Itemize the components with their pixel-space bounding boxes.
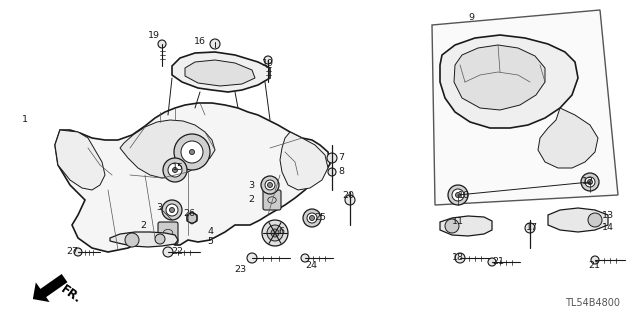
Text: 19: 19 [148,32,160,41]
Text: 3: 3 [248,181,254,189]
Circle shape [303,209,321,227]
Polygon shape [55,130,105,190]
Circle shape [170,207,175,212]
Circle shape [163,158,187,182]
Polygon shape [120,120,215,178]
Circle shape [445,219,459,233]
Circle shape [155,234,165,244]
Circle shape [166,204,178,216]
Text: 19: 19 [262,60,274,69]
Text: 12: 12 [582,177,594,187]
Circle shape [327,153,337,163]
Text: TL54B4800: TL54B4800 [565,298,620,308]
Circle shape [162,200,182,220]
Circle shape [261,176,279,194]
Text: 16: 16 [194,38,206,47]
Text: 14: 14 [602,224,614,233]
Circle shape [168,163,182,177]
Polygon shape [548,208,608,232]
Circle shape [301,254,309,262]
Circle shape [310,216,314,220]
Circle shape [588,180,593,184]
Circle shape [448,185,468,205]
Text: 2: 2 [140,220,146,229]
Polygon shape [172,52,270,92]
Circle shape [488,258,496,266]
Circle shape [591,256,599,264]
Circle shape [264,56,272,64]
Circle shape [267,225,283,241]
Text: 17: 17 [526,224,538,233]
Text: 23: 23 [234,265,246,275]
Text: 1: 1 [22,115,28,124]
Text: 8: 8 [338,167,344,176]
Text: 18: 18 [452,254,464,263]
Text: 3: 3 [156,204,162,212]
Text: 21: 21 [588,261,600,270]
FancyBboxPatch shape [263,190,281,210]
Circle shape [581,173,599,191]
Text: 2: 2 [248,196,254,204]
Polygon shape [440,216,492,236]
Polygon shape [440,35,578,128]
Circle shape [163,247,173,257]
Text: 26: 26 [183,209,195,218]
Circle shape [125,233,139,247]
Circle shape [585,177,595,187]
Text: 5: 5 [207,238,213,247]
Polygon shape [110,232,178,247]
Circle shape [262,220,288,246]
Circle shape [268,182,273,188]
Polygon shape [280,132,328,190]
Polygon shape [55,103,330,252]
Circle shape [173,167,177,173]
Circle shape [265,180,275,190]
Polygon shape [454,45,545,110]
Circle shape [158,40,166,48]
Circle shape [187,213,197,223]
Circle shape [525,223,535,233]
Circle shape [189,150,195,154]
Text: 6: 6 [278,226,284,235]
Polygon shape [185,60,255,86]
Text: 11: 11 [452,218,464,226]
Circle shape [345,195,355,205]
Polygon shape [33,274,67,302]
Text: FR.: FR. [58,282,83,306]
Text: 10: 10 [458,191,470,201]
Circle shape [456,192,461,197]
Circle shape [247,253,257,263]
Circle shape [328,168,336,176]
Polygon shape [432,10,618,205]
Circle shape [588,213,602,227]
Circle shape [455,253,465,263]
Circle shape [181,141,203,163]
Circle shape [174,134,210,170]
Text: 13: 13 [602,211,614,219]
FancyBboxPatch shape [158,222,178,244]
Polygon shape [538,108,598,168]
Circle shape [210,39,220,49]
Text: 9: 9 [468,13,474,23]
Text: 4: 4 [207,227,213,236]
Text: 21: 21 [492,257,504,266]
Circle shape [307,213,317,223]
Text: 22: 22 [171,248,183,256]
Text: 27: 27 [66,248,78,256]
Text: 20: 20 [342,190,354,199]
Circle shape [74,248,82,256]
Circle shape [452,189,464,201]
Text: 24: 24 [305,261,317,270]
Text: 15: 15 [172,164,184,173]
Text: 25: 25 [314,213,326,222]
Circle shape [271,229,279,237]
Text: 7: 7 [338,153,344,162]
